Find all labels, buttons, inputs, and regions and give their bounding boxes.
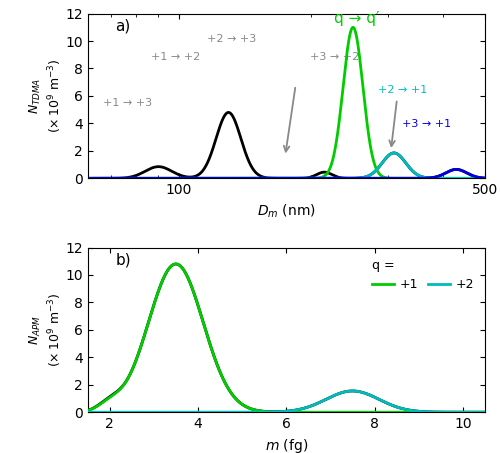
Text: +2 → +3: +2 → +3 xyxy=(207,34,256,43)
Y-axis label: $N_{TDMA}$
($\times\,10^9$ m$^{-3}$): $N_{TDMA}$ ($\times\,10^9$ m$^{-3}$) xyxy=(28,58,64,133)
Text: +3 → +1: +3 → +1 xyxy=(402,119,450,129)
Legend: +1, +2: +1, +2 xyxy=(367,254,479,296)
Text: +1 → +3: +1 → +3 xyxy=(104,98,152,108)
Y-axis label: $N_{APM}$
($\times\,10^9$ m$^{-3}$): $N_{APM}$ ($\times\,10^9$ m$^{-3}$) xyxy=(28,293,64,367)
Text: +1 → +2: +1 → +2 xyxy=(151,52,200,62)
X-axis label: $D_m$ (nm): $D_m$ (nm) xyxy=(257,203,316,220)
Text: b): b) xyxy=(116,252,131,267)
X-axis label: $m$ (fg): $m$ (fg) xyxy=(264,437,308,453)
Text: a): a) xyxy=(116,19,130,34)
Text: q → q′: q → q′ xyxy=(334,11,380,26)
Text: +2 → +1: +2 → +1 xyxy=(378,85,427,95)
Text: +3 → +2: +3 → +2 xyxy=(310,52,360,62)
